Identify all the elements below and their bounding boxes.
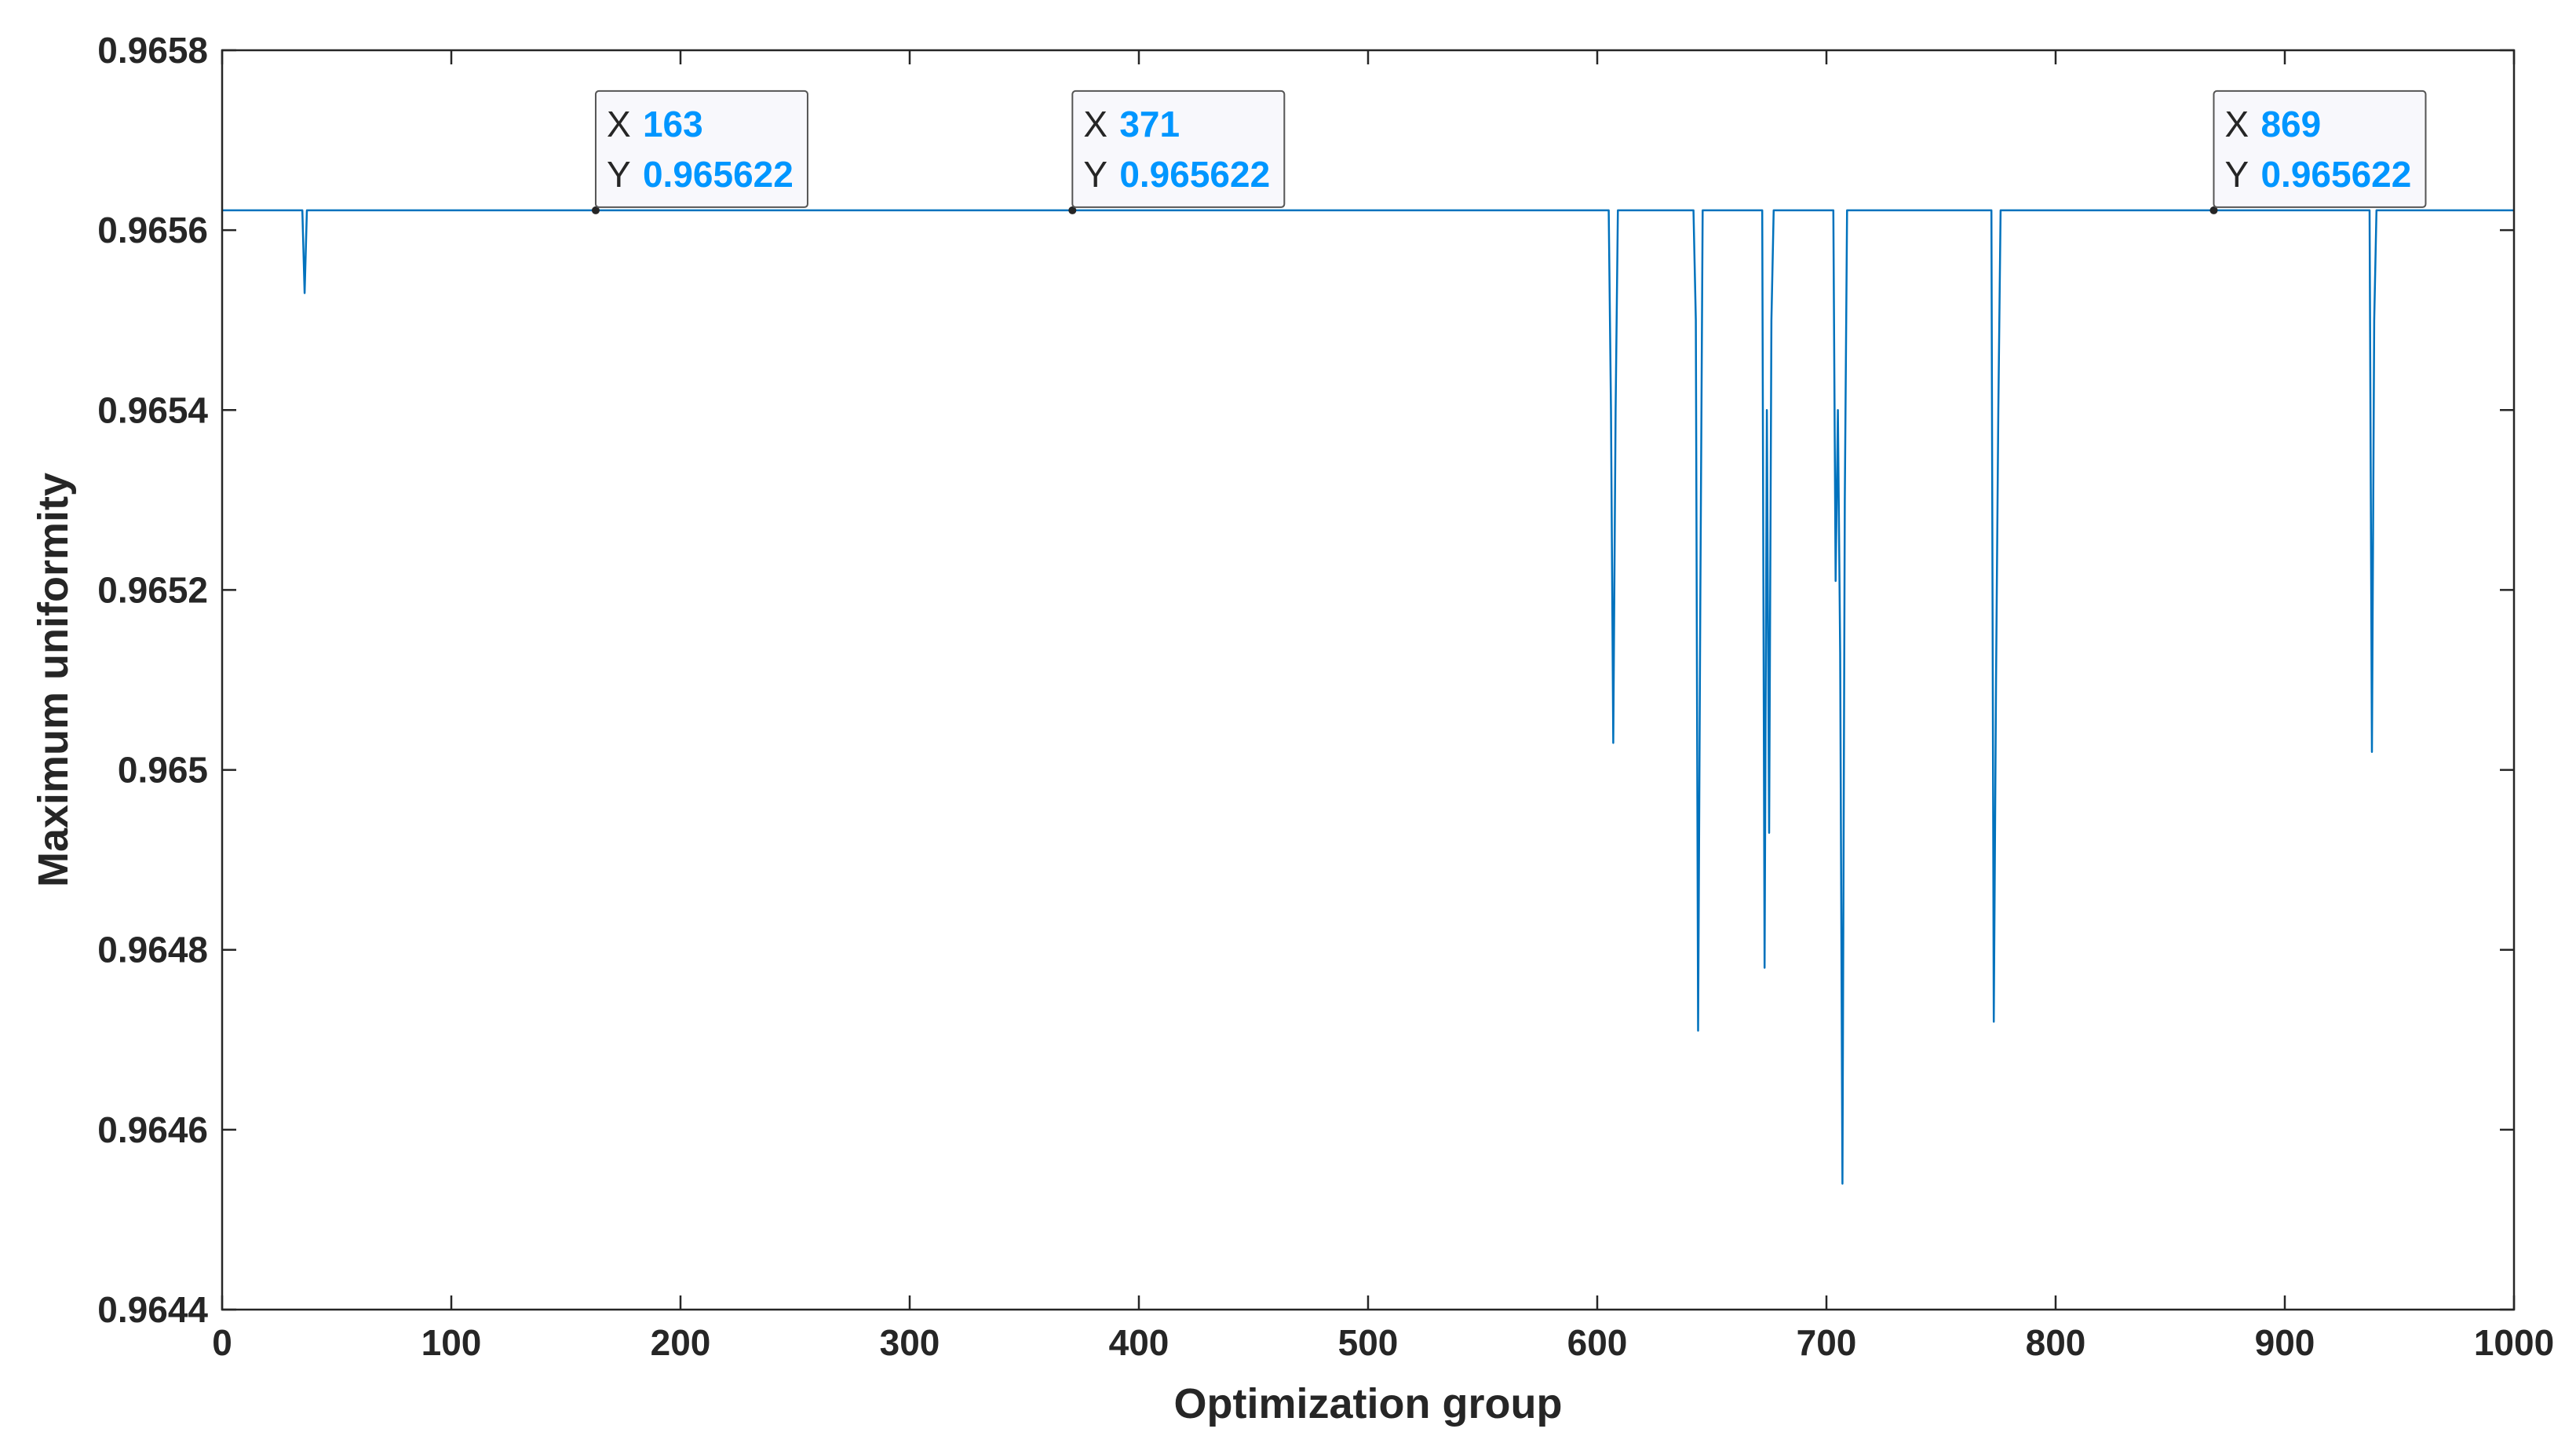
datatip-y-value: 0.965622 bbox=[643, 154, 794, 195]
x-tick-label: 400 bbox=[1109, 1322, 1169, 1363]
datatip-y-key: Y bbox=[607, 154, 631, 195]
y-tick-label: 0.9658 bbox=[97, 30, 208, 71]
datatip-marker bbox=[2209, 206, 2218, 214]
datatip-marker bbox=[1068, 206, 1077, 214]
datatip-marker bbox=[591, 206, 600, 214]
x-tick-label: 700 bbox=[1797, 1322, 1857, 1363]
datatip-box bbox=[594, 90, 808, 208]
y-tick-label: 0.965 bbox=[118, 750, 208, 791]
y-tick-label: 0.9656 bbox=[97, 210, 208, 250]
x-tick-label: 200 bbox=[651, 1322, 711, 1363]
datatip-y-key: Y bbox=[1083, 154, 1107, 195]
plot-box bbox=[221, 49, 2516, 1311]
series-line bbox=[222, 209, 2514, 1185]
x-tick-label: 0 bbox=[212, 1322, 232, 1363]
x-tick-label: 600 bbox=[1567, 1322, 1628, 1363]
datatip-x-value: 371 bbox=[1119, 104, 1180, 144]
y-tick-label: 0.9646 bbox=[97, 1109, 208, 1150]
datatip-y-value: 0.965622 bbox=[1119, 154, 1270, 195]
series-layer bbox=[222, 209, 2514, 1185]
x-axis-title: Optimization group bbox=[1174, 1380, 1563, 1427]
y-tick-label: 0.9654 bbox=[97, 389, 208, 430]
x-tick-label: 300 bbox=[880, 1322, 940, 1363]
datatip-x-value: 163 bbox=[643, 104, 703, 144]
datatip[interactable]: X 869 Y 0.965622 bbox=[2209, 90, 2427, 214]
y-tick-label: 0.9652 bbox=[97, 569, 208, 610]
x-tick-label: 1000 bbox=[2474, 1322, 2554, 1363]
datatip-x-value: 869 bbox=[2260, 104, 2321, 144]
x-tick-label: 500 bbox=[1338, 1322, 1399, 1363]
x-tick-label: 900 bbox=[2255, 1322, 2315, 1363]
datatip-box bbox=[2213, 90, 2427, 208]
y-tick-label: 0.9648 bbox=[97, 930, 208, 970]
datatip-x-key: X bbox=[1083, 104, 1107, 144]
datatips: X 163 Y 0.965622 X 371 Y 0.965622 X 869 Y 0.965622 bbox=[591, 90, 2427, 214]
datatip-y-key: Y bbox=[2224, 154, 2249, 195]
y-tick-label: 0.9644 bbox=[97, 1289, 208, 1330]
datatip-x-key: X bbox=[2224, 104, 2249, 144]
datatip-box bbox=[1071, 90, 1286, 208]
y-axis-title: Maximum uniformity bbox=[30, 473, 77, 887]
datatip-x-key: X bbox=[607, 104, 631, 144]
datatip[interactable]: X 163 Y 0.965622 bbox=[591, 90, 808, 214]
datatip[interactable]: X 371 Y 0.965622 bbox=[1068, 90, 1286, 214]
x-tick-label: 800 bbox=[2026, 1322, 2086, 1363]
x-tick-label: 100 bbox=[421, 1322, 482, 1363]
plot-area bbox=[222, 50, 2514, 1310]
datatip-y-value: 0.965622 bbox=[2260, 154, 2411, 195]
axis-ticks: 0 100 200 300 400 500 600 700 800 900 1000 0.9644 0.… bbox=[97, 30, 2554, 1363]
